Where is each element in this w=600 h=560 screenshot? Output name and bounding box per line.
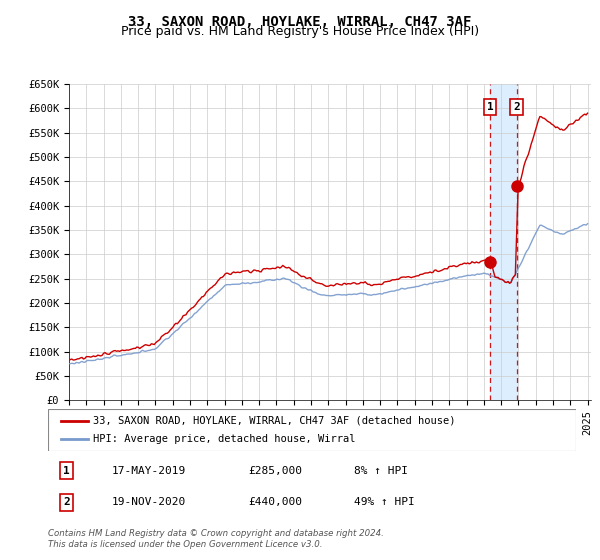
Text: 1: 1 — [63, 466, 70, 476]
Text: Price paid vs. HM Land Registry's House Price Index (HPI): Price paid vs. HM Land Registry's House … — [121, 25, 479, 38]
Text: 8% ↑ HPI: 8% ↑ HPI — [354, 466, 408, 476]
Text: 19-NOV-2020: 19-NOV-2020 — [112, 497, 185, 507]
Text: 17-MAY-2019: 17-MAY-2019 — [112, 466, 185, 476]
Text: 33, SAXON ROAD, HOYLAKE, WIRRAL, CH47 3AF (detached house): 33, SAXON ROAD, HOYLAKE, WIRRAL, CH47 3A… — [93, 416, 455, 426]
Text: £440,000: £440,000 — [248, 497, 302, 507]
Text: 49% ↑ HPI: 49% ↑ HPI — [354, 497, 415, 507]
Text: HPI: Average price, detached house, Wirral: HPI: Average price, detached house, Wirr… — [93, 434, 355, 444]
Text: £285,000: £285,000 — [248, 466, 302, 476]
Text: 33, SAXON ROAD, HOYLAKE, WIRRAL, CH47 3AF: 33, SAXON ROAD, HOYLAKE, WIRRAL, CH47 3A… — [128, 15, 472, 29]
Text: 2: 2 — [63, 497, 70, 507]
Text: Contains HM Land Registry data © Crown copyright and database right 2024.
This d: Contains HM Land Registry data © Crown c… — [48, 529, 384, 549]
Text: 2: 2 — [513, 102, 520, 112]
Text: 1: 1 — [487, 102, 494, 112]
Bar — [490, 84, 517, 400]
